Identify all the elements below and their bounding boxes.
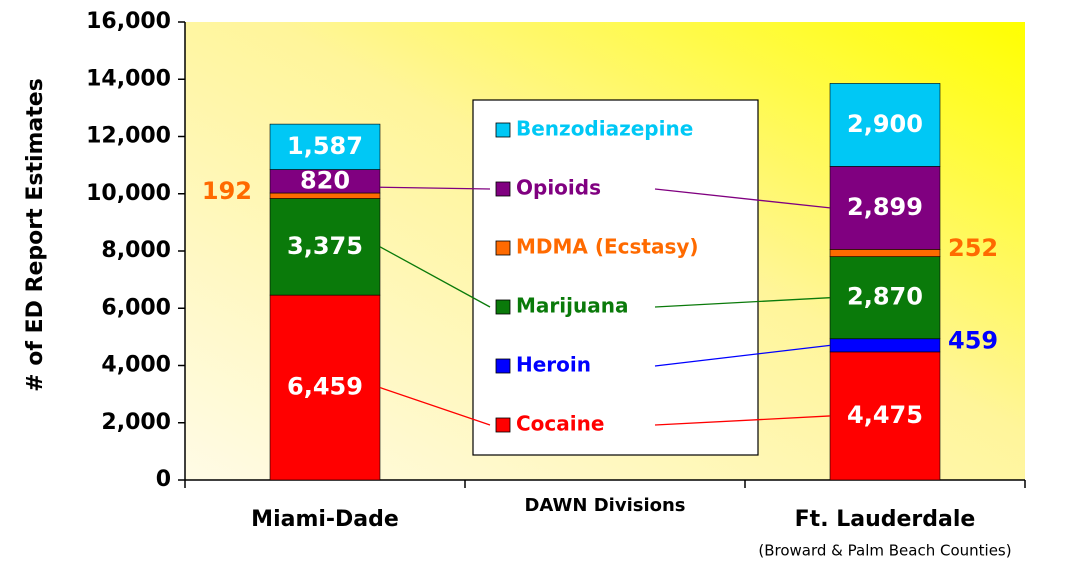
legend-swatch: [495, 122, 511, 138]
x-tick-label: Ft. Lauderdale: [795, 507, 976, 532]
x-axis-label: DAWN Divisions: [524, 495, 685, 516]
leader-line: [654, 297, 831, 308]
y-tick-label: 2,000: [101, 410, 171, 435]
leader-line: [379, 386, 491, 426]
y-tick-label: 6,000: [101, 295, 171, 320]
legend-swatch: [495, 358, 511, 374]
x-tick-label: Miami-Dade: [251, 507, 399, 532]
annotation: (Broward & Palm Beach Counties): [758, 542, 1011, 560]
bar-segment: [829, 338, 941, 353]
value-label: 3,375: [287, 232, 363, 260]
y-tick-label: 12,000: [86, 124, 171, 149]
value-label: 1,587: [287, 132, 363, 160]
bar-segment: [269, 198, 381, 296]
legend-box: [472, 99, 759, 456]
legend-swatch: [495, 299, 511, 315]
value-label: 820: [300, 166, 350, 194]
leader-line: [379, 186, 491, 190]
y-axis-label: # of ED Report Estimates: [23, 78, 48, 392]
y-tick-label: 0: [156, 467, 171, 492]
legend-label: Benzodiazepine: [516, 117, 693, 141]
value-label: 2,899: [847, 193, 923, 221]
legend-label: Marijuana: [516, 294, 628, 318]
value-label: 459: [948, 326, 998, 354]
leader-line: [654, 188, 831, 209]
legend-swatch: [495, 417, 511, 433]
value-label: 192: [202, 177, 252, 205]
value-label: 252: [948, 234, 998, 262]
legend-swatch: [495, 240, 511, 256]
y-tick-label: 14,000: [86, 66, 171, 91]
bar-segment: [829, 83, 941, 167]
legend-label: Heroin: [516, 353, 591, 377]
bar-segment: [829, 256, 941, 340]
leader-line: [654, 344, 831, 367]
y-tick-label: 4,000: [101, 353, 171, 378]
bar-segment: [269, 123, 381, 170]
bar-segment: [829, 166, 941, 250]
value-label: 2,900: [847, 110, 923, 138]
legend-label: Cocaine: [516, 412, 604, 436]
value-label: 4,475: [847, 401, 923, 429]
value-label: 2,870: [847, 283, 923, 311]
y-tick-label: 10,000: [86, 181, 171, 206]
leader-line: [654, 415, 831, 426]
y-tick-label: 16,000: [86, 9, 171, 34]
bar-segment: [829, 249, 941, 257]
value-label: 6,459: [287, 373, 363, 401]
legend-label: MDMA (Ecstasy): [516, 235, 699, 259]
y-tick-label: 8,000: [101, 238, 171, 263]
legend-label: Opioids: [516, 176, 601, 200]
leader-line: [379, 246, 491, 308]
legend-swatch: [495, 181, 511, 197]
